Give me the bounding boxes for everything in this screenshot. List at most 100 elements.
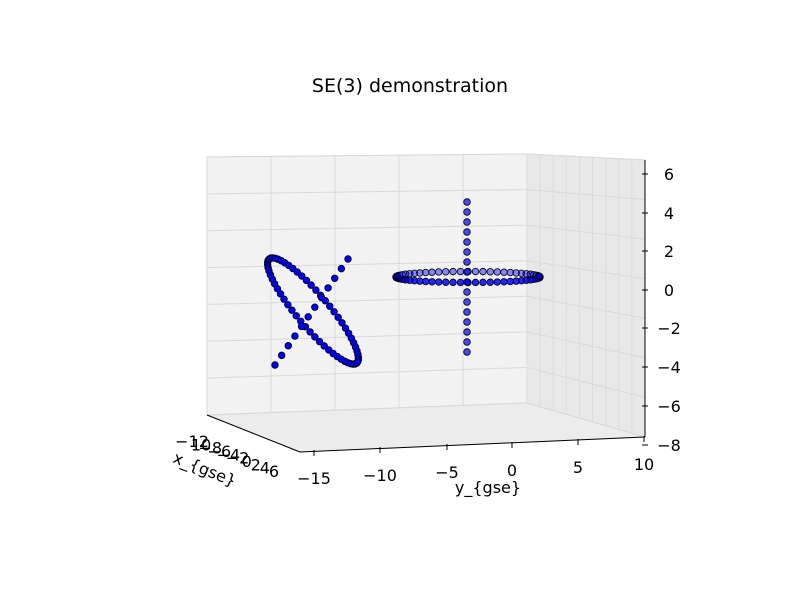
scatter-point	[302, 276, 311, 285]
scatter-point	[463, 298, 471, 306]
x-tick-label: 10	[191, 435, 211, 454]
scatter-point	[463, 268, 471, 276]
scatter-point	[463, 228, 471, 236]
grid-line-z	[206, 331, 528, 342]
y-tick-label: −5	[435, 463, 459, 482]
axis-lines	[206, 160, 646, 453]
scatter-point	[306, 328, 314, 336]
scatter-point	[292, 312, 300, 320]
scatter-point	[500, 268, 508, 276]
scatter-point	[456, 267, 465, 276]
scatter-point	[297, 322, 306, 331]
scatter-point	[416, 269, 424, 277]
scatter-point	[428, 268, 436, 276]
z-tick-label: −2	[657, 319, 681, 338]
scatter-point	[479, 267, 487, 276]
scatter-point	[435, 278, 443, 286]
scatter-point	[271, 361, 279, 369]
scatter-point	[307, 281, 315, 289]
scatter-point	[463, 348, 471, 356]
grid-line-z-side	[526, 153, 646, 161]
y-tick-labels: −15 −10 −5 0 5 10	[297, 436, 654, 488]
z-tick-label: −6	[657, 397, 681, 416]
scatter-point	[311, 303, 319, 311]
scatter-point	[284, 342, 292, 350]
scatter-point	[277, 351, 286, 360]
scatter-point	[479, 278, 487, 287]
scatter-point	[493, 278, 501, 286]
grid-line-z-side	[526, 402, 646, 438]
scatter-point	[449, 278, 457, 287]
grid-line-z	[206, 295, 528, 305]
scatter-point	[326, 302, 334, 310]
scatter-point	[344, 255, 352, 263]
scatter-point	[291, 332, 299, 340]
grid-line-z-side	[526, 224, 646, 240]
scatter-point	[463, 198, 471, 206]
x-tick-label: −8	[198, 439, 222, 458]
scatter-point	[331, 274, 339, 282]
x-tick-label: −12	[175, 432, 209, 451]
grid-line-z	[206, 224, 528, 232]
y-axis-label: y_{gse}	[455, 478, 521, 498]
scatter-point	[338, 319, 346, 327]
scatter-point	[506, 268, 515, 277]
scatter-point	[325, 346, 333, 354]
x-tick-label: 0	[242, 452, 252, 471]
scatter-point	[535, 272, 544, 281]
scatter-point	[456, 278, 465, 287]
scatter-point	[442, 268, 450, 276]
grid-line-z-side	[526, 366, 646, 398]
x-tick-label: −4	[217, 445, 241, 464]
scatter-point	[512, 269, 520, 277]
grid-line-z-side	[526, 260, 646, 280]
grid-line-z	[206, 366, 528, 379]
chart-title: SE(3) demonstration	[312, 75, 508, 97]
grid-line-z	[206, 260, 528, 269]
scatter-point	[293, 268, 301, 276]
z-tick-labels: 6 4 2 0 −2 −4 −6 −8	[642, 165, 681, 455]
z-tick-label: 6	[664, 165, 674, 184]
scatter-point	[428, 278, 436, 286]
x-tick-label: −2	[226, 449, 250, 468]
scatter-point	[506, 277, 515, 286]
z-tick-label: −4	[657, 358, 681, 377]
scatter-point	[463, 258, 471, 266]
scatter-point	[493, 268, 501, 276]
z-tick-label: −8	[657, 436, 681, 455]
y-tick-label: −15	[297, 469, 331, 488]
scatter-point	[320, 342, 328, 350]
scatter-point	[471, 278, 480, 287]
scatter-point	[500, 278, 508, 286]
scatter-point	[298, 272, 306, 280]
scatter-point	[463, 288, 471, 296]
axes-panes	[206, 153, 646, 453]
scatter-point	[315, 337, 324, 346]
scatter-points	[263, 198, 544, 369]
scatter-point	[334, 313, 342, 322]
scatter-point	[324, 284, 332, 292]
scatter-point	[337, 264, 346, 273]
scatter-point	[280, 295, 288, 303]
scatter-point	[288, 306, 296, 314]
grid-line-z-side	[526, 331, 646, 359]
right-pane	[526, 153, 646, 438]
grid-line-z	[206, 153, 528, 158]
y-tick-label: 5	[573, 458, 583, 477]
x-tick-label: 2	[251, 455, 261, 474]
scatter-point	[463, 318, 471, 326]
scatter-point	[463, 278, 471, 286]
grid-line-z	[206, 402, 528, 416]
scatter-point	[463, 308, 471, 316]
scatter-point	[463, 238, 471, 246]
y-tick-label: 10	[634, 455, 654, 474]
scatter-point	[463, 338, 471, 346]
scatter-point	[304, 313, 312, 321]
scatter-point	[421, 268, 430, 277]
x-tick-label: 6	[269, 462, 279, 481]
scatter-point	[463, 328, 471, 336]
scatter-point	[463, 218, 471, 226]
grid-line-z-side	[526, 189, 646, 201]
scatter-point	[471, 267, 480, 276]
